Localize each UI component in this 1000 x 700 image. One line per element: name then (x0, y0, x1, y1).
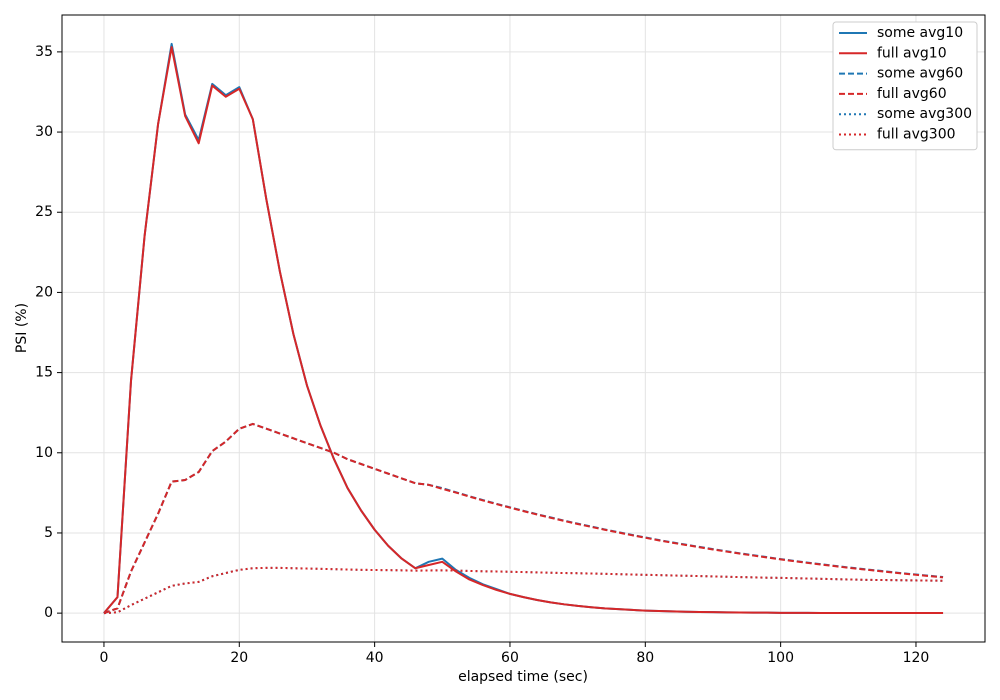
x-tick-label: 60 (501, 650, 519, 666)
y-tick-label: 30 (35, 124, 53, 140)
plot-frame (61, 14, 986, 643)
grid (62, 15, 985, 642)
y-tick-label: 25 (35, 204, 53, 220)
legend-label: some avg60 (877, 66, 963, 82)
legend-label: full avg10 (877, 45, 947, 61)
legend-box (832, 21, 978, 151)
y-tick-label: 0 (44, 605, 53, 621)
x-tick-label: 80 (636, 650, 654, 666)
series-line (103, 46, 944, 614)
lines (103, 42, 944, 615)
legend-label: some avg300 (877, 106, 972, 122)
x-tick-label: 100 (767, 650, 794, 666)
y-tick-label: 35 (35, 44, 53, 60)
x-tick-label: 120 (903, 650, 930, 666)
legend-label: full avg60 (877, 86, 947, 102)
y-tick-label: 10 (35, 445, 53, 461)
x-tick-label: 20 (230, 650, 248, 666)
x-axis-label: elapsed time (sec) (458, 669, 588, 685)
series-line (103, 422, 944, 615)
x-tick-label: 0 (99, 650, 108, 666)
y-tick-label: 20 (35, 284, 53, 300)
legend-label: some avg10 (877, 25, 963, 41)
legend: some avg10 full avg10 some avg60 full avg60… (832, 21, 978, 151)
y-tick-label: 15 (35, 365, 53, 381)
x-tick-label: 40 (366, 650, 384, 666)
y-axis-label: PSI (%) (14, 303, 30, 353)
legend-label: full avg300 (877, 127, 956, 143)
y-tick-label: 5 (44, 525, 53, 541)
